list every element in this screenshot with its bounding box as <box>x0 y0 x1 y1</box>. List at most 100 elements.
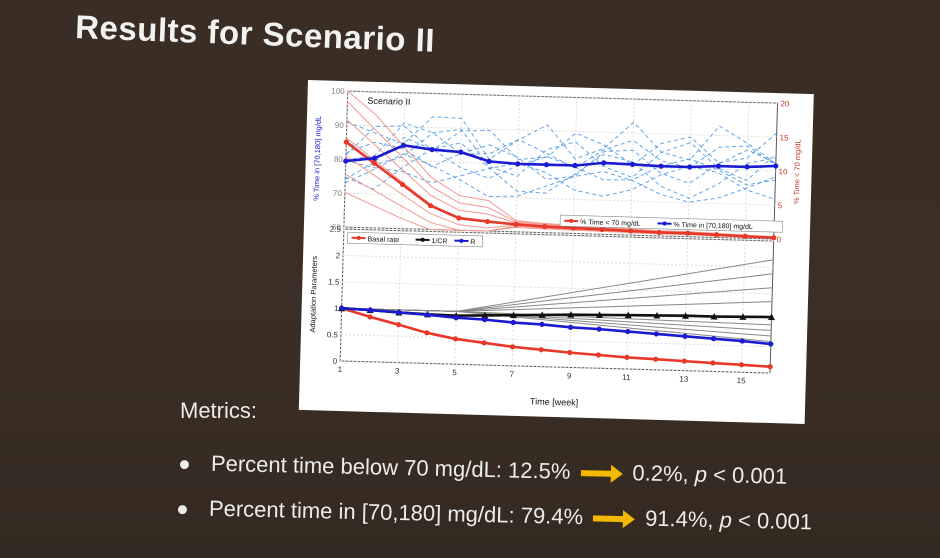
series-time-below-70-point <box>742 233 748 239</box>
series-1-over-cr-point <box>653 311 661 319</box>
series-basal-rate-point <box>710 360 716 366</box>
bottom-legend-label: 1/CR <box>431 238 447 245</box>
series-time-in-range-point <box>687 164 693 170</box>
series-r-point <box>510 319 516 326</box>
bottom-legend-marker <box>420 237 425 242</box>
series-basal-rate-point <box>424 330 430 336</box>
top-legend-marker <box>569 218 574 223</box>
top-y2tick-label: 0 <box>777 235 782 244</box>
series-1-over-cr-point <box>567 311 575 318</box>
metric-2-p-symbol: p <box>719 507 733 533</box>
metric-2-result-suffix: < 0.001 <box>731 507 813 535</box>
series-time-in-range-point <box>773 163 779 169</box>
top-vgridline <box>744 102 750 239</box>
series-time-in-range-point <box>400 142 407 148</box>
series-basal-rate-point <box>767 364 773 370</box>
series-time-below-70-point <box>371 160 377 166</box>
metric-1-result-suffix: < 0.001 <box>706 461 788 489</box>
top-ytick-label: 90 <box>335 121 345 130</box>
bottom-xtick-label: 5 <box>452 368 457 377</box>
series-r-point <box>768 341 774 347</box>
subject-tir-trace <box>344 136 776 186</box>
bullet-dot-icon <box>179 459 190 469</box>
top-ylabel: % Time in [70,180] mg/dL <box>312 116 323 201</box>
bottom-ytick-label: 0 <box>333 357 338 366</box>
bottom-ytick-label: 2.5 <box>330 225 342 234</box>
series-time-in-range-point <box>601 160 607 166</box>
series-1-over-cr-point <box>509 311 517 319</box>
subject-tir-trace <box>345 160 776 200</box>
series-time-below-70-point <box>343 139 349 145</box>
top-legend-label: % Time < 70 mg/dL <box>580 219 641 228</box>
bottom-xtick-label: 9 <box>567 371 572 380</box>
bottom-vgridline <box>568 235 574 368</box>
series-time-in-range-point <box>343 158 349 164</box>
bottom-vgridline <box>511 233 517 366</box>
series-1-over-cr-point <box>681 312 689 319</box>
series-time-below-70-line <box>345 141 774 239</box>
metric-2-result: 91.4%, <box>644 505 720 533</box>
subject-tir-trace <box>345 125 778 166</box>
series-r-point <box>711 336 717 342</box>
series-time-below-70-point <box>513 221 519 227</box>
metric-2-label: Percent time in [70,180] mg/dL: 79.4% <box>208 495 584 530</box>
top-legend-marker <box>662 221 667 226</box>
bottom-vgridline <box>740 240 746 373</box>
top-legend-label: % Time in [70,180] mg/dL <box>673 222 753 231</box>
series-time-in-range-point <box>515 161 521 167</box>
series-time-in-range-point <box>458 149 464 155</box>
series-time-in-range-point <box>572 162 578 169</box>
subject-param-trace <box>341 259 774 312</box>
bottom-legend-marker <box>356 235 361 240</box>
top-ytick-label: 70 <box>333 189 343 198</box>
series-1-over-cr-point <box>767 313 775 321</box>
metric-1-p-symbol: p <box>694 461 708 487</box>
top-ytick-label: 80 <box>334 155 344 164</box>
metric-bullet-1: Percent time below 70 mg/dL: 12.5% 0.2%, … <box>179 450 788 490</box>
bottom-xtick-label: 1 <box>338 365 343 374</box>
metrics-heading: Metrics: <box>180 398 257 423</box>
series-basal-rate-point <box>738 362 745 368</box>
top-y2tick-label: 15 <box>779 133 789 142</box>
subject-tir-trace <box>346 116 777 165</box>
bottom-xtick-label: 3 <box>395 367 400 376</box>
series-time-below-70-point <box>456 215 462 221</box>
series-r-point <box>453 315 459 321</box>
bottom-xtick-label: 7 <box>510 370 515 379</box>
series-r-point <box>567 324 574 330</box>
top-vgridline <box>458 94 463 231</box>
series-time-below-70-point <box>542 223 548 230</box>
series-r-point <box>339 305 345 311</box>
series-r-point <box>424 312 431 318</box>
bottom-vgridline <box>454 232 459 365</box>
series-time-below-70-point <box>656 229 662 236</box>
top-y2tick-label: 5 <box>778 201 783 210</box>
series-1-over-cr-point <box>595 311 603 319</box>
bottom-ytick-label: 2 <box>336 251 341 260</box>
bottom-legend-marker <box>459 238 464 243</box>
top-y2tick-label: 10 <box>778 167 788 176</box>
series-basal-rate-point <box>595 352 602 358</box>
series-1-over-cr-point <box>739 313 747 320</box>
series-time-in-range-point <box>371 155 378 161</box>
series-basal-rate-point <box>452 336 459 342</box>
bottom-ytick-label: 1 <box>334 304 339 313</box>
bottom-xtick-label: 11 <box>622 373 631 382</box>
series-basal-rate-point <box>567 350 573 356</box>
arrow-right-icon <box>593 510 636 529</box>
bottom-legend-box <box>347 231 484 248</box>
series-r-point <box>396 309 402 316</box>
series-time-in-range-point <box>486 158 492 164</box>
series-time-in-range-point <box>658 163 664 169</box>
series-basal-rate-point <box>538 347 544 353</box>
bottom-ytick-label: 0.5 <box>327 330 339 339</box>
top-ytick-label: 60 <box>332 223 342 232</box>
series-basal-rate-point <box>624 354 630 361</box>
top-y2tick-label: 20 <box>780 99 790 108</box>
bullet-dot-icon <box>177 504 188 514</box>
series-time-below-70-point <box>399 181 406 188</box>
top-y2label: % Time < 70 mg/dL <box>792 139 803 204</box>
series-basal-rate-point <box>367 314 373 320</box>
bottom-legend-label: Basal rate <box>367 236 399 244</box>
